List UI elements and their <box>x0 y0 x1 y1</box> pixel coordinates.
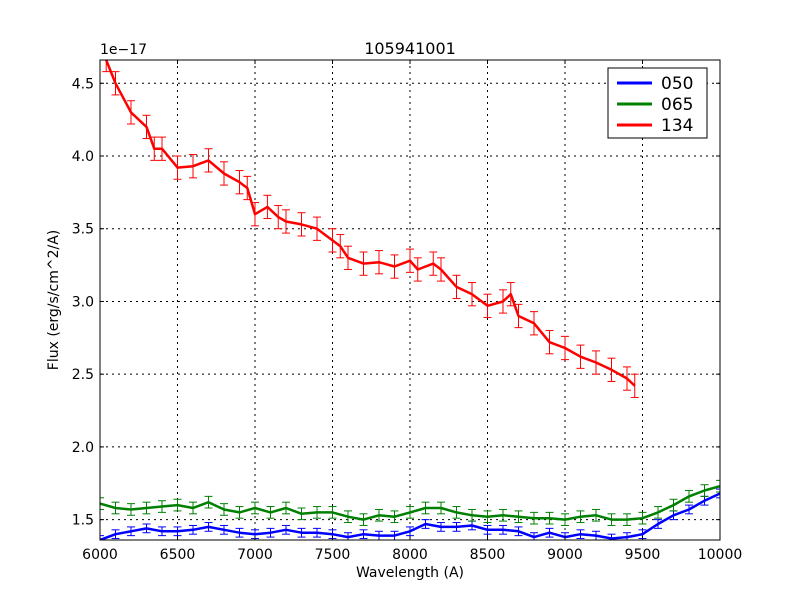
data-series <box>100 60 720 540</box>
x-tick-label: 7500 <box>315 547 351 563</box>
y-tick-label: 2.0 <box>72 440 94 456</box>
y-axis-ticks: 1.5 2.0 2.5 3.0 3.5 4.0 4.5 <box>72 76 720 529</box>
x-tick-label: 9000 <box>547 547 583 563</box>
x-tick-label: 8500 <box>470 547 506 563</box>
y-axis-label: Flux (erg/s/cm^2/A) <box>46 230 62 370</box>
x-tick-label: 8000 <box>392 547 428 563</box>
y-tick-label: 1.5 <box>72 513 94 529</box>
series-line-134 <box>105 60 636 387</box>
x-tick-label: 6500 <box>160 547 196 563</box>
series-line-065 <box>100 484 720 521</box>
series-065 <box>100 479 720 526</box>
x-tick-label: 6000 <box>82 547 118 563</box>
y-tick-label: 4.5 <box>72 76 94 92</box>
y-tick-label: 2.5 <box>72 367 94 383</box>
x-tick-label: 9500 <box>625 547 661 563</box>
y-tick-label: 3.0 <box>72 294 94 310</box>
x-axis-label: Wavelength (A) <box>356 565 464 581</box>
x-tick-label: 7000 <box>237 547 273 563</box>
y-offset-label: 1e−17 <box>100 42 147 58</box>
series-line-050 <box>100 492 720 540</box>
legend-label-050: 050 <box>661 74 693 94</box>
legend-label-134: 134 <box>661 116 693 136</box>
x-tick-label: 10000 <box>698 547 743 563</box>
y-tick-label: 4.0 <box>72 149 94 165</box>
x-axis-ticks: 6000 6500 7000 7500 8000 8500 9000 9500 10000 <box>82 60 742 563</box>
series-134 <box>102 60 639 398</box>
chart-title: 105941001 <box>364 39 456 58</box>
legend-label-065: 065 <box>661 95 693 115</box>
y-tick-label: 3.5 <box>72 222 94 238</box>
